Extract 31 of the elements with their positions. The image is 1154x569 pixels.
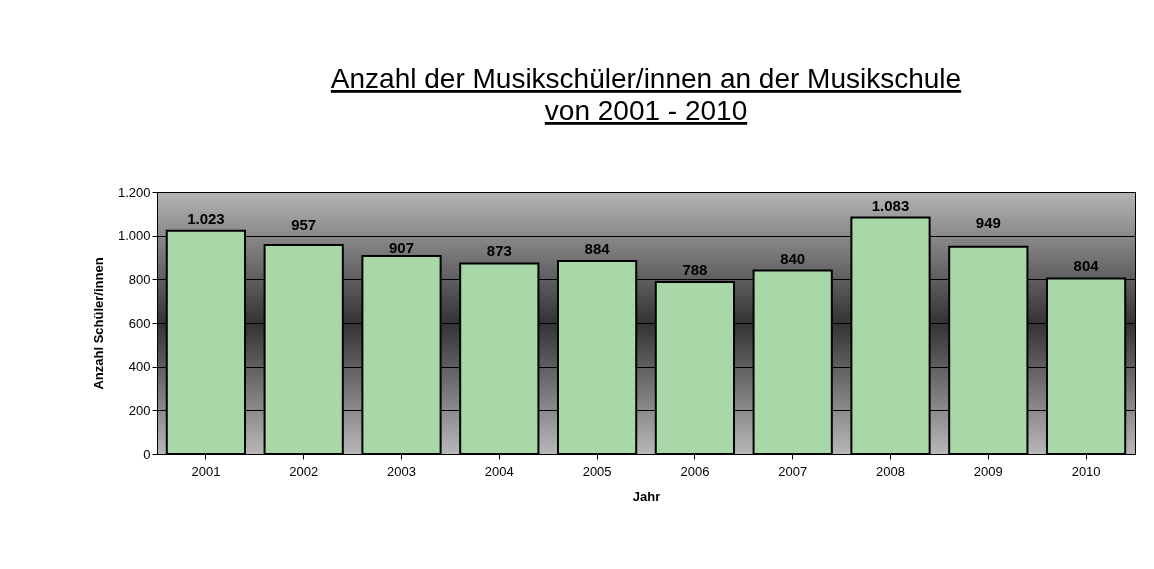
data-label: 884 [584,239,611,257]
x-tick-label: 2006 [680,463,710,479]
y-tick-label: 600 [128,315,151,331]
x-tick-label: 2004 [484,463,514,479]
data-label: 907 [388,238,415,256]
y-tick-label: 400 [128,359,151,375]
y-tick-label: 200 [128,402,151,418]
data-label: 788 [682,260,708,278]
x-tick-label: 2007 [778,463,808,479]
x-tick-label: 2003 [387,463,416,479]
x-tick-label: 2001 [191,463,221,479]
x-axis-title: Jahr [632,488,661,504]
data-label: 840 [780,249,806,267]
data-label: 873 [486,242,512,260]
y-tick-label: 800 [128,271,151,287]
y-tick-label: 1.000 [117,228,151,244]
x-tick-label: 2005 [582,463,612,479]
y-axis-title: Anzahl Schüler/innen [90,257,106,390]
x-tick-label: 2008 [876,463,905,479]
chart-subtitle: von 2001 - 2010 [544,95,748,126]
x-tick-label: 2009 [973,463,1003,479]
chart-title: Anzahl der Musikschüler/innen an der Musikschule [330,63,962,94]
x-tick-label: 2010 [1071,463,1101,479]
data-label: 949 [975,213,1001,231]
y-tick-label: 0 [143,446,151,462]
x-tick-label: 2002 [289,463,319,479]
data-label: 1.023 [187,209,225,227]
data-label: 1.083 [871,196,910,214]
data-label: 804 [1073,257,1100,275]
data-label: 957 [291,216,317,234]
y-tick-label: 1.200 [117,184,151,200]
